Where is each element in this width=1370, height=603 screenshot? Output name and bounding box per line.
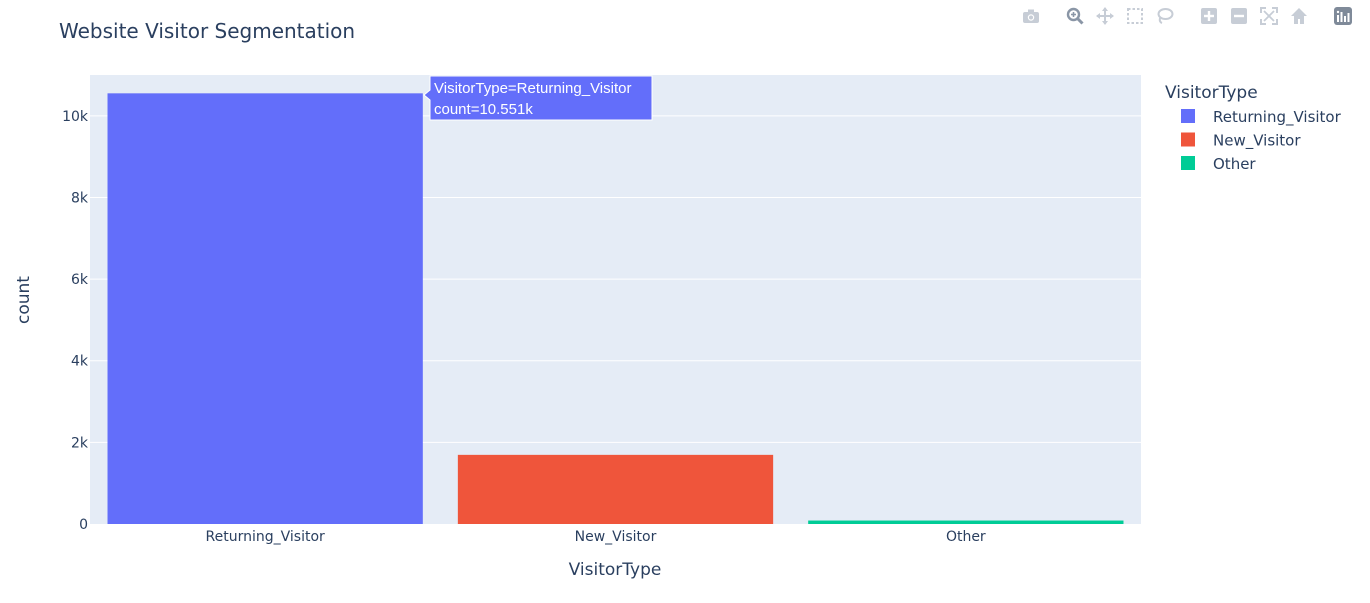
legend-label: Returning_Visitor	[1213, 108, 1342, 127]
y-tick-label: 2k	[71, 435, 89, 451]
reset-axes-icon[interactable]	[1288, 5, 1310, 27]
y-tick-label: 4k	[71, 354, 89, 370]
legend: VisitorType Returning_Visitor New_Visitor…	[1165, 83, 1342, 173]
box-select-icon[interactable]	[1124, 5, 1146, 27]
legend-label: New_Visitor	[1213, 132, 1301, 151]
zoom-icon[interactable]	[1064, 5, 1086, 27]
legend-item-returning-visitor[interactable]: Returning_Visitor	[1181, 108, 1342, 127]
camera-icon[interactable]	[1020, 5, 1042, 27]
x-tick-label: New_Visitor	[575, 529, 657, 545]
legend-swatch	[1181, 132, 1195, 147]
y-tick-label: 10k	[62, 109, 89, 125]
y-axis-title: count	[14, 276, 34, 324]
plotly-logo-icon[interactable]	[1332, 5, 1354, 27]
legend-label: Other	[1213, 155, 1256, 173]
y-tick-label: 0	[79, 517, 88, 533]
modebar	[1002, 5, 1358, 27]
autoscale-icon[interactable]	[1258, 5, 1280, 27]
hover-tooltip: VisitorType=Returning_Visitor count=10.5…	[423, 75, 653, 121]
legend-swatch	[1181, 156, 1195, 170]
bar-returning-visitor[interactable]	[107, 93, 423, 524]
legend-item-other[interactable]: Other	[1181, 155, 1256, 173]
zoom-out-icon[interactable]	[1228, 5, 1250, 27]
y-tick-label: 6k	[71, 272, 89, 288]
tooltip-box	[423, 75, 653, 121]
y-tick-label: 8k	[71, 190, 89, 206]
bars	[107, 93, 1124, 524]
chart-title: Website Visitor Segmentation	[59, 19, 355, 43]
legend-title: VisitorType	[1165, 83, 1258, 103]
tooltip-line-2: count=10.551k	[434, 101, 533, 118]
bar-new-visitor[interactable]	[457, 454, 774, 524]
legend-swatch	[1181, 109, 1195, 123]
legend-item-new-visitor[interactable]: New_Visitor	[1181, 132, 1301, 151]
x-axis-ticks: Returning_Visitor New_Visitor Other	[206, 529, 986, 545]
tooltip-line-1: VisitorType=Returning_Visitor	[434, 80, 631, 97]
lasso-select-icon[interactable]	[1154, 5, 1176, 27]
x-tick-label: Other	[946, 529, 986, 545]
x-axis-title: VisitorType	[569, 560, 662, 580]
pan-icon[interactable]	[1094, 5, 1116, 27]
zoom-in-icon[interactable]	[1198, 5, 1220, 27]
y-axis-ticks: 0 2k 4k 6k 8k 10k	[62, 109, 89, 533]
x-tick-label: Returning_Visitor	[206, 529, 326, 545]
bar-other[interactable]	[808, 520, 1124, 524]
